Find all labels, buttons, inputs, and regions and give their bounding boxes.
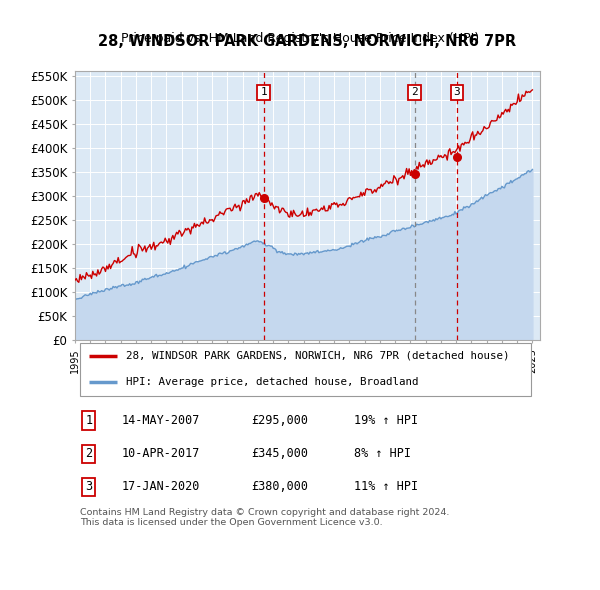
Text: 10-APR-2017: 10-APR-2017 [121,447,200,460]
Text: 28, WINDSOR PARK GARDENS, NORWICH, NR6 7PR (detached house): 28, WINDSOR PARK GARDENS, NORWICH, NR6 7… [126,351,509,361]
Text: Contains HM Land Registry data © Crown copyright and database right 2024.: Contains HM Land Registry data © Crown c… [80,508,449,517]
Text: 14-MAY-2007: 14-MAY-2007 [121,414,200,427]
Text: 8% ↑ HPI: 8% ↑ HPI [354,447,411,460]
Text: This data is licensed under the Open Government Licence v3.0.: This data is licensed under the Open Gov… [80,518,382,527]
Text: £295,000: £295,000 [252,414,309,427]
Text: £345,000: £345,000 [252,447,309,460]
Text: HPI: Average price, detached house, Broadland: HPI: Average price, detached house, Broa… [126,378,419,388]
Text: £380,000: £380,000 [252,480,309,493]
Text: Price paid vs. HM Land Registry's House Price Index (HPI): Price paid vs. HM Land Registry's House … [121,32,479,45]
Text: 3: 3 [454,87,460,97]
FancyBboxPatch shape [80,343,531,396]
Text: 1: 1 [85,414,92,427]
Text: 2: 2 [85,447,92,460]
Text: 11% ↑ HPI: 11% ↑ HPI [354,480,418,493]
Text: 1: 1 [260,87,267,97]
Text: 19% ↑ HPI: 19% ↑ HPI [354,414,418,427]
Text: 2: 2 [411,87,418,97]
Title: 28, WINDSOR PARK GARDENS, NORWICH, NR6 7PR: 28, WINDSOR PARK GARDENS, NORWICH, NR6 7… [98,34,517,49]
Text: 17-JAN-2020: 17-JAN-2020 [121,480,200,493]
Text: 3: 3 [85,480,92,493]
